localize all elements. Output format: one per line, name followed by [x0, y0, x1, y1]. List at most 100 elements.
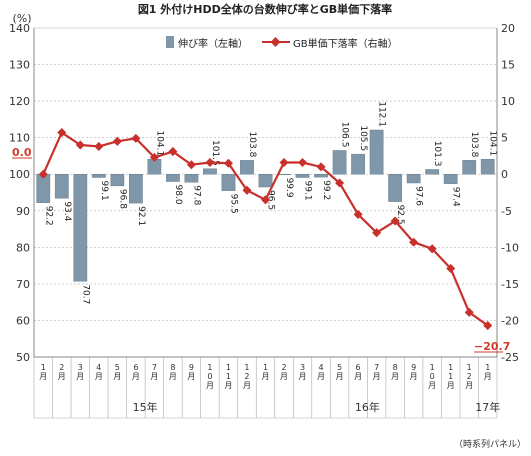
- month-labels: 1月2月3月4月5月6月7月8月9月10月11月12月1月2月3月4月5月6月7…: [33, 357, 498, 419]
- legend: 伸び率（左軸） GB単価下落率（右軸）: [166, 36, 398, 50]
- bar: [258, 174, 273, 188]
- bar-value-label: 99.9: [284, 178, 294, 198]
- month-label: 2: [281, 363, 286, 372]
- bar: [73, 174, 88, 282]
- month-label: 6: [133, 363, 138, 372]
- month-label: 5: [337, 363, 342, 372]
- line-marker: [75, 140, 85, 150]
- month-label: 月: [447, 381, 455, 390]
- month-label: 8: [393, 363, 398, 372]
- bar: [221, 174, 236, 191]
- month-label: 1: [430, 363, 435, 372]
- month-label: 1: [207, 363, 212, 372]
- bar-value-label: 101.5: [210, 140, 220, 166]
- left-tick-label: 50: [16, 351, 30, 364]
- month-label: 月: [206, 381, 214, 390]
- line-marker: [335, 178, 345, 188]
- month-label: 月: [169, 372, 177, 381]
- line-marker: [186, 160, 196, 170]
- axes: [33, 27, 498, 358]
- month-label: 6: [356, 363, 361, 372]
- bar-value-label: 96.8: [117, 189, 127, 209]
- left-tick-label: 110: [9, 132, 30, 145]
- bar-value-label: 103.8: [247, 132, 257, 158]
- year-labels: 15年 16年 17年: [133, 400, 501, 414]
- line-start-label: 0.0: [12, 146, 32, 159]
- bar: [351, 153, 365, 175]
- month-label: 月: [187, 372, 195, 381]
- left-tick-label: 80: [16, 241, 30, 254]
- bar-value-label: 92.2: [43, 206, 53, 226]
- legend-bar-label: 伸び率（左軸）: [178, 37, 248, 50]
- month-label: 月: [336, 372, 344, 381]
- bar: [240, 160, 254, 175]
- month-label: 3: [78, 363, 83, 372]
- bar: [480, 159, 495, 175]
- bar-series: [36, 129, 495, 282]
- month-label: 1: [467, 363, 472, 372]
- month-label: 月: [354, 372, 362, 381]
- month-label: 4: [96, 363, 101, 372]
- bar: [443, 174, 458, 184]
- right-tick-label: 20: [501, 22, 515, 35]
- month-label: 1: [41, 363, 46, 372]
- bar-value-label: 103.8: [469, 132, 479, 158]
- line-marker: [279, 157, 289, 168]
- chart-title: 図1 外付けHDD全体の台数伸び率とGB単価下落率: [138, 2, 392, 16]
- month-label: 月: [280, 372, 288, 381]
- month-label: 2: [59, 363, 64, 372]
- line-marker: [372, 228, 382, 238]
- legend-line-marker: [270, 37, 281, 47]
- month-label: 月: [410, 372, 418, 381]
- bar-value-label: 101.3: [432, 141, 442, 167]
- bar-value-labels: 92.2 93.4 70.7 99.1 96.8 92.1 104.1 98.0 97.8 101…: [43, 101, 497, 304]
- month-label: 3: [300, 363, 305, 372]
- line-marker: [242, 185, 252, 195]
- line-marker: [94, 141, 104, 151]
- bar: [54, 174, 69, 199]
- month-label: 月: [299, 372, 307, 381]
- bar: [406, 174, 421, 184]
- month-label: 2: [467, 372, 472, 381]
- left-tick-label: 120: [9, 95, 30, 108]
- right-tick-label: 0: [501, 168, 508, 181]
- month-label: 月: [428, 381, 436, 390]
- bar-value-label: 97.8: [191, 185, 201, 205]
- month-label: 1: [226, 372, 231, 381]
- month-label: 月: [391, 372, 399, 381]
- month-label: 5: [115, 363, 120, 372]
- month-label: 7: [152, 363, 157, 372]
- month-label: 月: [39, 372, 47, 381]
- bar: [184, 174, 199, 183]
- bar-value-label: 97.4: [451, 187, 461, 207]
- bar-value-label: 99.1: [303, 181, 313, 201]
- month-label: 8: [170, 363, 175, 372]
- right-tick-label: 15: [501, 59, 515, 72]
- bar-value-label: 99.2: [321, 180, 331, 200]
- month-label: 月: [317, 372, 325, 381]
- bar: [462, 160, 477, 175]
- bar-value-label: 97.6: [414, 186, 424, 206]
- month-label: 1: [485, 363, 490, 372]
- month-label: 月: [484, 372, 492, 381]
- right-tick-label: 10: [501, 95, 515, 108]
- bar: [295, 174, 310, 178]
- line-marker: [427, 244, 437, 254]
- month-label: 9: [411, 363, 416, 372]
- month-label: 月: [113, 372, 121, 381]
- line-series: [38, 128, 493, 331]
- bar-value-label: 70.7: [80, 284, 90, 304]
- month-label: 月: [150, 372, 158, 381]
- bar-value-label: 105.5: [358, 125, 368, 151]
- left-tick-label: 130: [9, 59, 30, 72]
- month-label: 1: [226, 363, 231, 372]
- month-label: 4: [319, 363, 324, 372]
- line-marker: [298, 157, 308, 168]
- legend-line-label: GB単価下落率（右軸）: [293, 37, 398, 50]
- month-label: 月: [132, 372, 140, 381]
- right-tick-label: -20: [501, 314, 519, 327]
- legend-bar-swatch: [166, 36, 174, 48]
- bar-value-label: 104.1: [488, 130, 498, 156]
- bar: [110, 174, 125, 187]
- line-path: [42, 131, 489, 327]
